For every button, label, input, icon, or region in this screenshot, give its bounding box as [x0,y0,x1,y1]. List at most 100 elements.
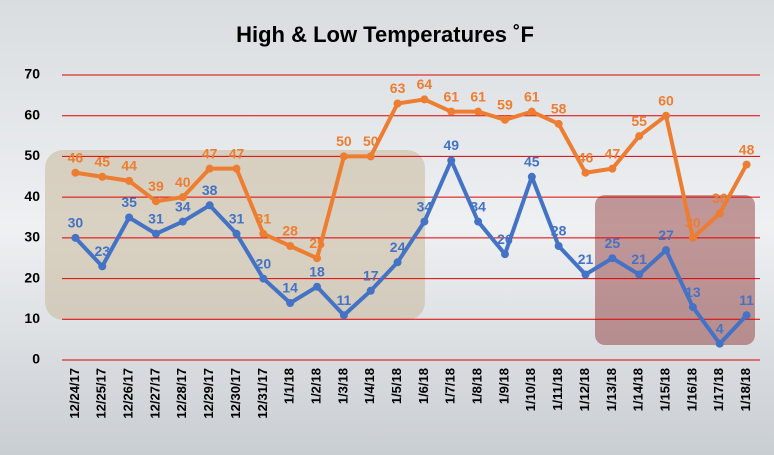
data-label: 20 [256,255,272,271]
x-tick-label: 1/8/18 [470,368,485,404]
data-point [178,193,187,202]
data-label: 50 [336,133,352,149]
data-label: 64 [417,76,433,92]
data-point [447,107,456,116]
x-tick-label: 12/28/17 [174,368,189,419]
data-point [715,209,724,218]
x-tick-label: 1/1/18 [282,368,297,404]
data-label: 35 [121,194,137,210]
data-point [125,213,134,222]
data-point [474,107,483,116]
data-point [715,339,724,348]
y-tick-label: 30 [24,229,40,245]
data-label: 60 [658,92,674,108]
data-point [178,217,187,226]
data-label: 44 [121,158,137,174]
y-tick-label: 40 [24,188,40,204]
data-point [420,95,429,104]
data-label: 24 [390,239,406,255]
data-point [688,233,697,242]
data-label: 40 [175,174,191,190]
y-tick-label: 60 [24,106,40,122]
x-tick-label: 12/26/17 [121,368,136,419]
data-point [313,254,322,263]
data-label: 31 [148,210,164,226]
data-label: 61 [443,88,459,104]
x-tick-label: 1/7/18 [443,368,458,404]
data-point [500,115,509,124]
data-label: 46 [578,149,594,165]
data-point [527,172,536,181]
data-label: 11 [739,292,754,308]
data-point [125,176,134,185]
data-label: 26 [497,231,513,247]
data-label: 59 [497,96,513,112]
data-point [71,233,80,242]
data-point [232,164,241,173]
data-label: 25 [605,235,621,251]
data-point [742,160,751,169]
data-point [205,201,214,210]
x-tick-label: 12/30/17 [228,368,243,419]
data-label: 45 [524,153,540,169]
data-label: 61 [470,88,486,104]
data-label: 27 [658,227,674,243]
x-tick-label: 1/15/18 [657,368,672,411]
data-point [635,270,644,279]
data-point [366,152,375,161]
data-point [581,168,590,177]
data-label: 47 [605,145,621,161]
data-point [71,168,80,177]
chart-title: High & Low Temperatures ˚F [236,22,534,47]
x-tick-label: 1/5/18 [389,368,404,404]
x-tick-label: 1/9/18 [496,368,511,404]
data-point [742,311,751,320]
y-tick-label: 20 [24,269,40,285]
data-point [286,242,295,250]
data-point [635,132,644,141]
data-point [232,229,241,238]
data-label: 45 [94,153,110,169]
data-point [151,197,160,206]
data-label: 11 [336,292,351,308]
data-label: 50 [363,133,379,149]
data-label: 47 [202,145,218,161]
data-point [98,262,107,271]
data-label: 28 [551,223,567,239]
data-label: 28 [282,223,298,239]
x-tick-label: 1/11/18 [550,368,565,411]
y-tick-label: 70 [24,66,40,82]
x-tick-label: 1/10/18 [523,368,538,411]
x-tick-label: 1/14/18 [631,368,646,411]
x-tick-label: 12/27/17 [147,368,162,419]
data-point [420,217,429,226]
data-label: 46 [68,149,84,165]
y-tick-label: 0 [32,351,40,367]
data-point [98,172,107,181]
data-point [662,246,671,255]
data-label: 25 [309,235,325,251]
data-label: 48 [739,141,755,157]
data-point [608,164,617,173]
data-point [205,164,214,173]
x-tick-label: 12/24/17 [67,368,82,419]
data-label: 61 [524,88,540,104]
x-tick-label: 12/29/17 [201,368,216,419]
data-point [393,99,402,108]
data-label: 30 [68,215,84,231]
data-label: 4 [716,320,724,336]
data-point [608,254,617,263]
data-point [688,303,697,312]
data-label: 58 [551,101,567,117]
data-label: 34 [175,198,191,214]
x-tick-label: 1/6/18 [416,368,431,404]
data-point [527,107,536,116]
x-tick-label: 1/17/18 [711,368,726,411]
x-tick-label: 1/18/18 [738,368,753,411]
data-point [366,286,375,295]
x-tick-label: 1/13/18 [604,368,619,411]
data-label: 18 [309,263,325,279]
data-label: 39 [148,178,164,194]
data-label: 30 [685,215,701,231]
